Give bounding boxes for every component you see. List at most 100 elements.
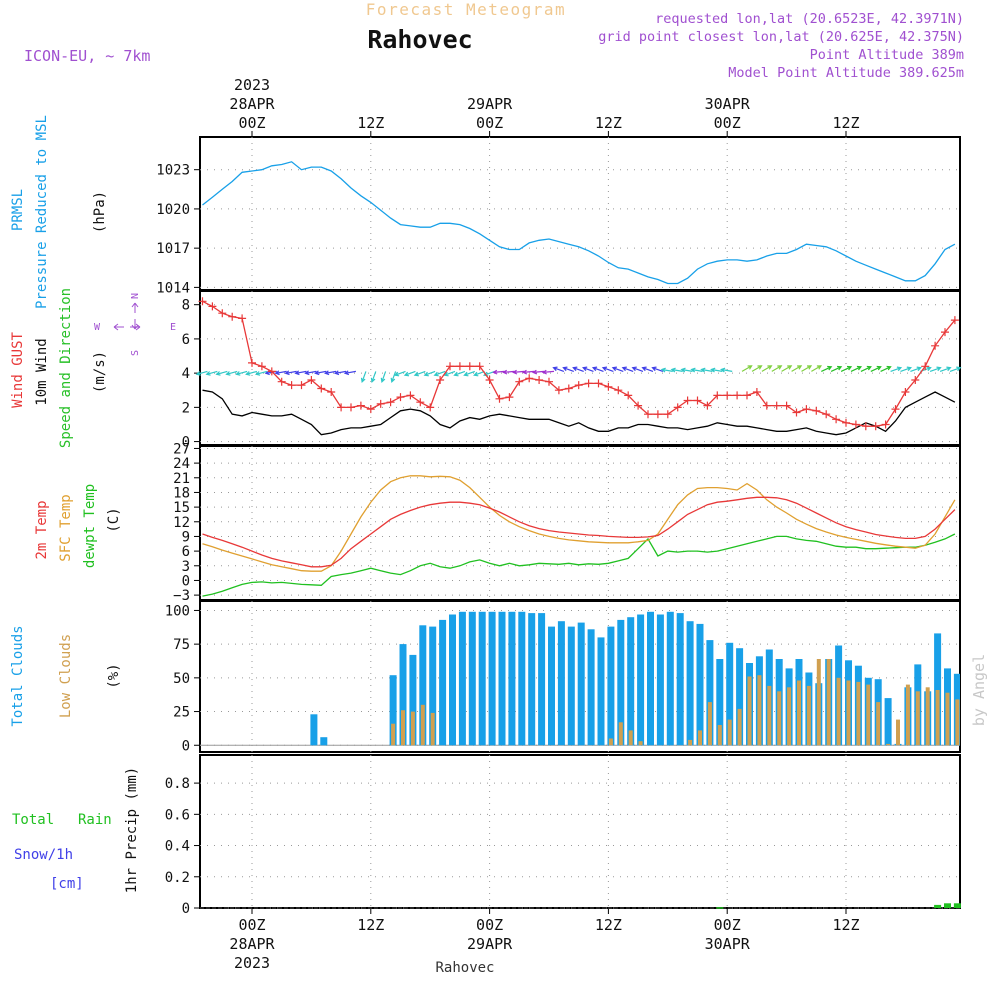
wind-direction-arrow bbox=[572, 366, 584, 372]
low-cloud-bar bbox=[797, 680, 801, 746]
time-label: 12Z bbox=[832, 916, 859, 934]
wind-gust-marker bbox=[218, 309, 227, 318]
total-cloud-bar bbox=[528, 613, 536, 746]
wind-direction-arrow bbox=[390, 371, 397, 383]
wind-speed-line bbox=[202, 389, 956, 436]
wind-panel: 0 2 4 6 8 bbox=[182, 290, 962, 451]
wind-direction-arrow bbox=[215, 370, 228, 376]
y-tick-label: 6 bbox=[182, 544, 190, 560]
low-cloud-bar bbox=[420, 704, 425, 746]
y-tick-label: 1020 bbox=[156, 202, 190, 218]
y-tick-label: 0.8 bbox=[165, 776, 190, 792]
low-cloud-bar bbox=[826, 659, 831, 746]
wind-gust-marker bbox=[594, 379, 603, 388]
wind-gust-marker bbox=[228, 312, 237, 321]
wind-gust-marker bbox=[436, 376, 445, 384]
time-label: 30APR bbox=[705, 935, 751, 953]
wind-gust-marker bbox=[287, 381, 296, 390]
wind-gust-marker bbox=[406, 391, 415, 400]
wind-direction-arrow bbox=[601, 366, 614, 372]
wind-gust-marker bbox=[277, 377, 286, 386]
wind-direction-arrow bbox=[801, 365, 813, 372]
wind-direction-arrow bbox=[423, 370, 436, 377]
wind-direction-arrow bbox=[929, 366, 942, 372]
wind-gust-marker bbox=[653, 410, 662, 419]
wind-direction-arrow bbox=[403, 370, 416, 377]
wind-direction-arrow bbox=[850, 365, 863, 372]
model-point-altitude: Model Point Altitude 389.625m bbox=[728, 65, 964, 81]
wind-direction-arrow bbox=[939, 366, 952, 372]
wind-direction-arrow bbox=[552, 366, 565, 372]
pressure-axis-title: PRMSL Pressure Reduced to MSL (hPa) bbox=[10, 115, 108, 309]
wind-direction-arrow bbox=[811, 365, 822, 372]
wind-direction-arrow bbox=[641, 366, 654, 372]
total-cloud-bar bbox=[617, 619, 625, 746]
y-tick-label: 15 bbox=[173, 500, 190, 516]
y-tick-label: 1014 bbox=[156, 280, 190, 296]
wind-gust-marker bbox=[337, 403, 346, 412]
wind-gust-marker bbox=[941, 328, 949, 337]
wind-direction-arrow bbox=[433, 370, 446, 377]
low-cloud-bar bbox=[608, 738, 613, 746]
total-cloud-bar bbox=[449, 614, 456, 746]
precip-unit: 1hr Precip (mm) bbox=[124, 767, 140, 893]
time-label: 00Z bbox=[238, 114, 265, 132]
y-tick-label: 50 bbox=[173, 671, 190, 687]
wind-gust-marker bbox=[554, 386, 563, 395]
y-tick-label: 2 bbox=[182, 400, 190, 416]
wind-direction-arrow bbox=[294, 370, 307, 376]
temp-2m-line bbox=[202, 496, 956, 568]
wind-unit: (m/s) bbox=[92, 351, 108, 393]
wind-direction-arrow bbox=[720, 367, 733, 373]
wind-gust-marker bbox=[693, 396, 702, 405]
wind-direction-arrow bbox=[660, 367, 673, 373]
wind-direction-arrow bbox=[741, 365, 753, 372]
pressure-unit: (hPa) bbox=[92, 191, 108, 233]
rain-bar bbox=[944, 903, 951, 908]
wind-gust-marker bbox=[822, 410, 831, 419]
wind-direction-arrow bbox=[492, 369, 505, 375]
wind-gust-marker bbox=[614, 386, 623, 395]
wind-gust-marker bbox=[485, 376, 494, 384]
wind-direction-arrow bbox=[205, 370, 218, 376]
compass-south: S bbox=[130, 350, 141, 356]
wind-direction-arrow bbox=[870, 365, 882, 372]
pressure-panel: 1014 1017 1020 1023 bbox=[156, 136, 961, 296]
total-cloud-bar bbox=[399, 644, 407, 746]
precip-label-rain: Rain bbox=[78, 812, 112, 828]
wind-direction-arrow bbox=[651, 366, 664, 372]
wind-direction-arrow bbox=[771, 365, 783, 372]
panel-frame bbox=[199, 754, 961, 909]
low-cloud-bar bbox=[836, 677, 841, 746]
wind-gust-marker bbox=[891, 405, 900, 414]
y-tick-label: 0.4 bbox=[165, 839, 190, 855]
wind-gust-marker bbox=[347, 403, 355, 412]
wind-gust-marker bbox=[812, 406, 821, 415]
wind-gust-marker bbox=[317, 384, 326, 393]
total-cloud-bar bbox=[716, 659, 724, 746]
wind-direction-arrow bbox=[670, 367, 683, 373]
low-cloud-bar bbox=[915, 691, 920, 746]
y-tick-label: 18 bbox=[173, 485, 190, 501]
time-label: 00Z bbox=[238, 916, 265, 934]
total-cloud-bar bbox=[736, 648, 744, 746]
wind-gust-marker bbox=[525, 374, 534, 383]
y-tick-label: 6 bbox=[182, 332, 190, 348]
low-cloud-bar bbox=[846, 680, 851, 746]
low-cloud-bar bbox=[866, 684, 871, 746]
time-label: 29APR bbox=[467, 95, 513, 113]
time-label: 12Z bbox=[357, 916, 384, 934]
time-label: 2023 bbox=[234, 954, 270, 972]
total-cloud-bar bbox=[647, 611, 654, 746]
total-cloud-bar bbox=[518, 611, 526, 746]
wind-gust-marker bbox=[604, 382, 613, 391]
wind-direction-arrow bbox=[370, 371, 377, 383]
total-cloud-bar bbox=[557, 621, 565, 746]
wind-gust-marker bbox=[644, 410, 652, 419]
wind-gust-marker bbox=[851, 420, 860, 429]
time-label: 00Z bbox=[476, 114, 503, 132]
wind-direction-arrow bbox=[591, 366, 604, 372]
low-cloud-bar bbox=[717, 725, 722, 746]
wind-direction-arrow bbox=[254, 370, 268, 376]
